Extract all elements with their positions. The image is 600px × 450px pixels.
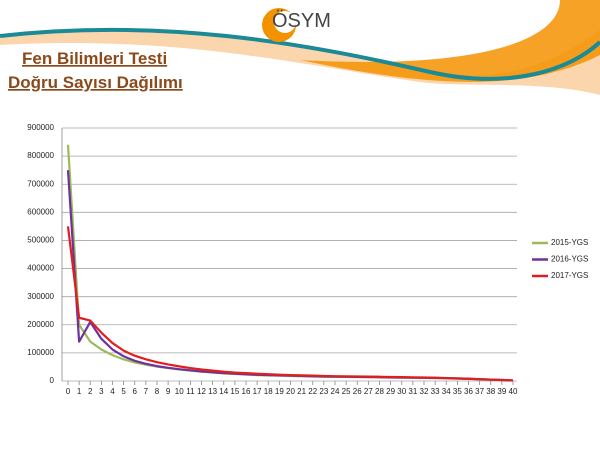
x-tick-label: 13 — [208, 387, 217, 396]
logo-inner — [274, 11, 296, 33]
x-tick-label: 18 — [264, 387, 273, 396]
y-tick-label: 300000 — [27, 292, 54, 301]
x-tick-label: 36 — [464, 387, 473, 396]
x-tick-label: 25 — [342, 387, 351, 396]
x-tick-label: 6 — [133, 387, 138, 396]
slide-title: Fen Bilimleri Testi — [22, 49, 167, 68]
legend-label: 2016-YGS — [551, 255, 588, 264]
x-tick-label: 10 — [175, 387, 184, 396]
y-tick-label: 600000 — [27, 207, 54, 216]
y-tick-label: 100000 — [27, 348, 54, 357]
x-tick-label: 20 — [286, 387, 295, 396]
x-tick-label: 5 — [121, 387, 126, 396]
y-tick-label: 900000 — [27, 123, 54, 132]
y-tick-label: 800000 — [27, 151, 54, 160]
y-tick-label: 0 — [50, 376, 55, 385]
legend-label: 2015-YGS — [551, 238, 588, 247]
x-tick-label: 31 — [408, 387, 417, 396]
y-tick-label: 400000 — [27, 264, 54, 273]
legend-label: 2017-YGS — [551, 271, 588, 280]
x-tick-label: 22 — [308, 387, 317, 396]
chart: 0 100000 200000 300000 400000 500000 600000 700… — [27, 123, 588, 396]
x-tick-label: 28 — [375, 387, 384, 396]
x-tick-label: 35 — [453, 387, 462, 396]
series-line — [66, 144, 514, 382]
x-tick-label: 8 — [155, 387, 160, 396]
x-tick-label: 26 — [353, 387, 362, 396]
x-tick-label: 39 — [497, 387, 506, 396]
x-tick-label: 7 — [144, 387, 149, 396]
x-tick-label: 33 — [431, 387, 440, 396]
x-tick-label: 4 — [110, 387, 115, 396]
x-tick-label: 29 — [386, 387, 395, 396]
x-tick-label: 14 — [219, 387, 228, 396]
series-line — [66, 226, 514, 382]
swoosh-orange — [300, 0, 600, 82]
y-tick-label: 200000 — [27, 320, 54, 329]
x-tick-label: 16 — [242, 387, 251, 396]
x-tick-label: 38 — [486, 387, 495, 396]
logo-text: ÖSYM — [272, 10, 331, 32]
x-tick-label: 32 — [420, 387, 429, 396]
x-tick-label: 1 — [77, 387, 82, 396]
x-tick-label: 9 — [166, 387, 171, 396]
slide-title: Doğru Sayısı Dağılımı — [8, 73, 183, 92]
x-tick-label: 3 — [99, 387, 104, 396]
series-line — [66, 170, 514, 382]
x-tick-label: 2 — [88, 387, 93, 396]
x-tick-label: 21 — [297, 387, 306, 396]
x-tick-label: 11 — [186, 387, 195, 396]
x-tick-label: 34 — [442, 387, 451, 396]
x-tick-label: 24 — [331, 387, 340, 396]
x-tick-label: 23 — [319, 387, 328, 396]
x-tick-label: 40 — [509, 387, 518, 396]
x-tick-label: 0 — [66, 387, 71, 396]
y-tick-label: 700000 — [27, 179, 54, 188]
x-tick-label: 37 — [475, 387, 484, 396]
swoosh-teal — [0, 27, 600, 81]
x-tick-label: 30 — [397, 387, 406, 396]
x-tick-label: 12 — [197, 387, 206, 396]
x-tick-label: 17 — [253, 387, 262, 396]
y-tick-label: 500000 — [27, 236, 54, 245]
x-tick-label: 15 — [230, 387, 239, 396]
x-tick-label: 27 — [364, 387, 373, 396]
x-tick-label: 19 — [275, 387, 284, 396]
